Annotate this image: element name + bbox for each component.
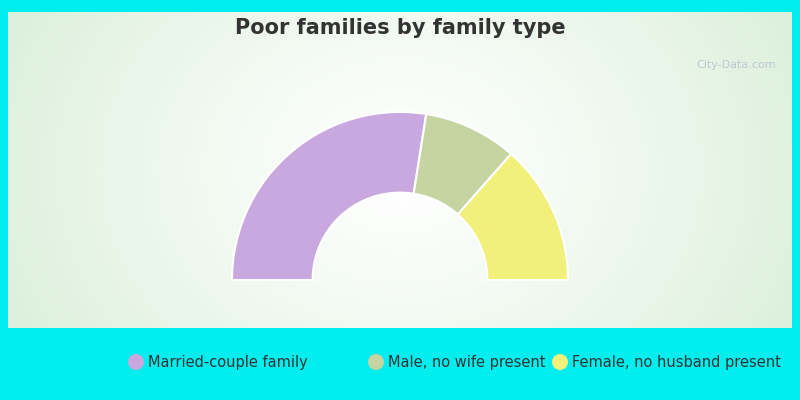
Ellipse shape <box>552 354 568 370</box>
Polygon shape <box>232 112 426 280</box>
Text: Poor families by family type: Poor families by family type <box>234 18 566 38</box>
Polygon shape <box>414 114 511 214</box>
Ellipse shape <box>128 354 144 370</box>
Text: Male, no wife present: Male, no wife present <box>388 354 546 370</box>
Text: Female, no husband present: Female, no husband present <box>572 354 781 370</box>
Text: Married-couple family: Married-couple family <box>148 354 308 370</box>
Ellipse shape <box>368 354 384 370</box>
Polygon shape <box>458 154 568 280</box>
Text: City-Data.com: City-Data.com <box>696 60 776 70</box>
FancyBboxPatch shape <box>8 12 792 328</box>
